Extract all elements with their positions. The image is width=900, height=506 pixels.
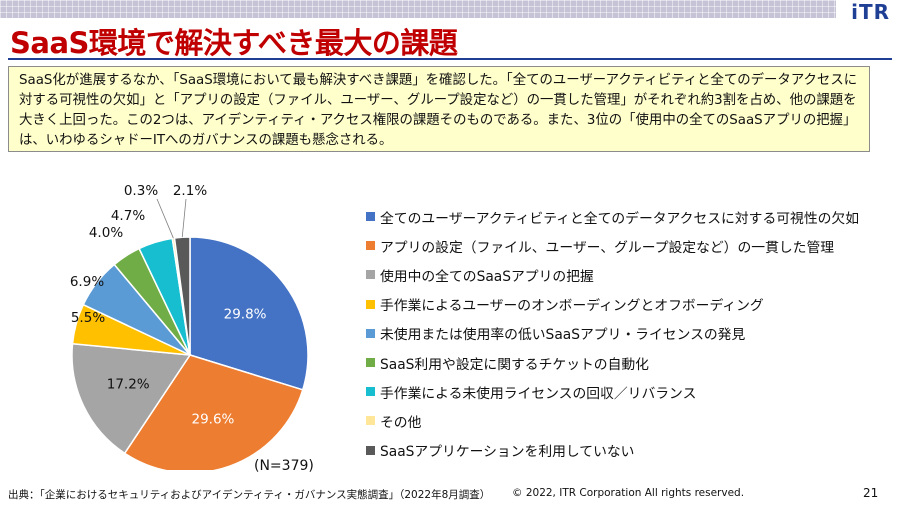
page-number: 21 <box>863 486 879 500</box>
slide-title: SaaS環境で解決すべき最大の課題 <box>10 26 458 60</box>
legend-label: その他 <box>380 414 422 431</box>
pie-leader-line <box>156 198 174 239</box>
pie-data-label: 4.0% <box>89 225 123 241</box>
pie-data-label: 29.6% <box>192 411 235 427</box>
pie-data-label: 29.8% <box>224 306 267 322</box>
itr-logo: iTR <box>851 0 890 24</box>
legend-label: 手作業によるユーザーのオンボーディングとオフボーディング <box>380 298 764 315</box>
source-note: 出典：「企業におけるセキュリティおよびアイデンティティ・ガバナンス実態調査」（2… <box>8 489 491 501</box>
pie-data-label: 6.9% <box>70 274 104 290</box>
summary-box: SaaS化が進展するなか、「SaaS環境において最も解決すべき課題」を確認した。… <box>8 66 870 152</box>
pie-slice <box>71 342 192 455</box>
legend-swatch <box>366 445 375 455</box>
legend-item: 使用中の全てのSaaSアプリの把握 <box>366 260 859 289</box>
legend-item: SaaSアプリケーションを利用していない <box>366 436 859 465</box>
legend-label: SaaSアプリケーションを利用していない <box>380 444 635 461</box>
legend-label: 使用中の全てのSaaSアプリの把握 <box>380 268 594 285</box>
legend-label: アプリの設定（ファイル、ユーザー、グループ設定など）の一貫した管理 <box>380 239 835 256</box>
legend-label: 全てのユーザーアクティビティと全てのデータアクセスに対する可視性の欠如 <box>380 210 860 227</box>
copyright-note: © 2022, ITR Corporation All rights reser… <box>512 487 745 499</box>
chart-legend: 全てのユーザーアクティビティと全てのデータアクセスに対する可視性の欠如 アプリの設… <box>366 202 859 465</box>
legend-swatch <box>366 328 375 338</box>
legend-item: 手作業によるユーザーのオンボーディングとオフボーディング <box>366 290 859 319</box>
legend-item: 手作業による未使用ライセンスの回収／リバランス <box>366 377 859 406</box>
pie-data-label: 5.5% <box>71 310 105 326</box>
pie-slice <box>123 354 304 470</box>
legend-swatch <box>366 241 375 251</box>
legend-swatch <box>366 270 375 280</box>
sample-size-label: (N=379) <box>254 458 314 474</box>
legend-swatch <box>366 387 375 397</box>
legend-item: 未使用または使用率の低いSaaSアプリ・ライセンスの発見 <box>366 319 859 348</box>
pie-data-label: 17.2% <box>107 376 150 392</box>
pie-chart: 29.8% 29.6% 17.2% 5.5% 6.9% 4.0%4.7% 0.3% 2.1% <box>70 183 309 470</box>
legend-swatch <box>366 416 375 426</box>
legend-item: アプリの設定（ファイル、ユーザー、グループ設定など）の一貫した管理 <box>366 231 859 260</box>
pie-slice <box>173 236 191 356</box>
header-band <box>0 0 836 18</box>
pie-data-label: 0.3% <box>124 183 158 199</box>
legend-item: 全てのユーザーアクティビティと全てのデータアクセスに対する可視性の欠如 <box>366 202 859 231</box>
legend-swatch <box>366 212 375 222</box>
pie-data-label: 2.1% <box>173 183 207 199</box>
legend-swatch <box>366 358 375 368</box>
legend-label: 未使用または使用率の低いSaaSアプリ・ライセンスの発見 <box>380 327 746 344</box>
legend-swatch <box>366 299 375 309</box>
legend-item: その他 <box>366 406 859 435</box>
legend-label: 手作業による未使用ライセンスの回収／リバランス <box>380 385 697 402</box>
legend-label: SaaS利用や設定に関するチケットの自動化 <box>380 356 649 373</box>
title-divider <box>8 58 892 60</box>
pie-slice <box>189 236 309 391</box>
pie-leader-line <box>181 198 187 238</box>
legend-item: SaaS利用や設定に関するチケットの自動化 <box>366 348 859 377</box>
pie-data-label: 4.7% <box>111 208 145 224</box>
